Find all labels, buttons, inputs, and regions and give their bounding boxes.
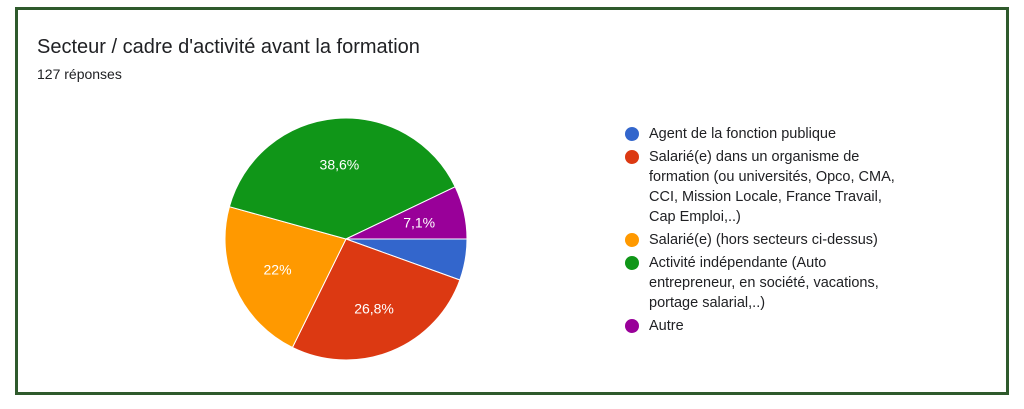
pie-data-labels: 26,8% 22% 38,6% 7,1% [264, 156, 436, 316]
legend-swatch [625, 150, 639, 164]
chart-title: Secteur / cadre d'activité avant la form… [37, 36, 420, 58]
pie-data-label: 38,6% [320, 156, 360, 172]
legend-label: Agent de la fonction publique [649, 126, 837, 142]
pie-data-label: 22% [264, 262, 292, 278]
pie-slice[interactable] [228, 117, 456, 240]
pie-slice[interactable] [224, 206, 347, 349]
legend-swatch [625, 233, 639, 247]
legend-item[interactable]: Autre [625, 316, 955, 336]
pie-data-label: 26,8% [354, 301, 394, 317]
legend-item[interactable]: Agent de la fonction publique [625, 124, 955, 144]
response-count: 127 réponses [37, 66, 122, 82]
legend-label: Activité indépendante (Auto entrepreneur… [649, 255, 879, 311]
pie-data-label: 7,1% [403, 214, 435, 230]
legend-swatch [625, 256, 639, 270]
legend-swatch [625, 127, 639, 141]
legend-label: Autre [649, 318, 684, 334]
legend-item[interactable]: Activité indépendante (Auto entrepreneur… [625, 253, 955, 313]
pie-slice[interactable] [345, 186, 468, 240]
chart-card [15, 7, 1009, 395]
pie-slices [224, 117, 468, 361]
legend-item[interactable]: Salarié(e) dans un organisme de formatio… [625, 147, 955, 227]
pie-slice[interactable] [291, 238, 461, 361]
legend-item[interactable]: Salarié(e) (hors secteurs ci-dessus) [625, 230, 955, 250]
legend-label: Salarié(e) dans un organisme de formatio… [649, 149, 895, 225]
legend-label: Salarié(e) (hors secteurs ci-dessus) [649, 232, 878, 248]
legend-swatch [625, 319, 639, 333]
chart-legend: Agent de la fonction publique Salarié(e) … [625, 124, 955, 339]
